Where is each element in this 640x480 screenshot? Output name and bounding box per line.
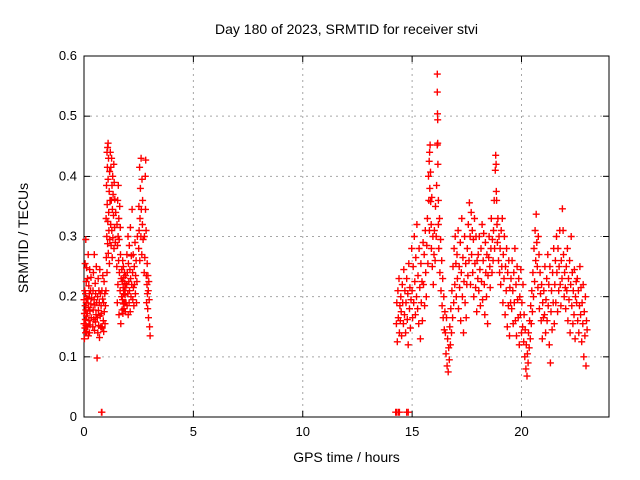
y-axis-label: SRMTID / TECUs bbox=[15, 182, 31, 294]
x-axis-label: GPS time / hours bbox=[293, 449, 400, 465]
x-tick-label: 5 bbox=[190, 424, 197, 439]
y-tick-label: 0.3 bbox=[59, 229, 77, 244]
chart-title: Day 180 of 2023, SRMTID for receiver stv… bbox=[215, 21, 478, 37]
x-tick-label: 20 bbox=[514, 424, 528, 439]
y-tick-label: 0.5 bbox=[59, 108, 77, 123]
x-tick-label: 10 bbox=[296, 424, 310, 439]
x-tick-label: 15 bbox=[405, 424, 419, 439]
x-tick-label: 0 bbox=[80, 424, 87, 439]
y-tick-label: 0.4 bbox=[59, 168, 77, 183]
y-tick-label: 0.2 bbox=[59, 289, 77, 304]
y-tick-label: 0.1 bbox=[59, 349, 77, 364]
scatter-points bbox=[80, 70, 591, 416]
y-tick-label: 0.6 bbox=[59, 48, 77, 63]
y-tick-label: 0 bbox=[70, 409, 77, 424]
